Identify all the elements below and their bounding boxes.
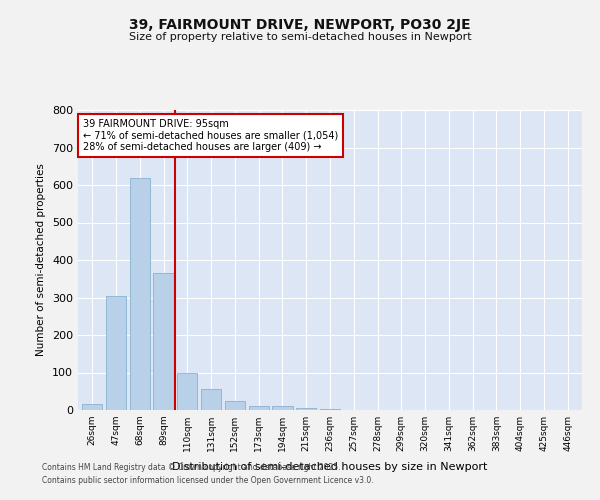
- Bar: [106, 296, 126, 410]
- Bar: [177, 372, 197, 410]
- Bar: [296, 408, 316, 410]
- Text: Size of property relative to semi-detached houses in Newport: Size of property relative to semi-detach…: [128, 32, 472, 42]
- Y-axis label: Number of semi-detached properties: Number of semi-detached properties: [37, 164, 46, 356]
- Bar: [272, 406, 293, 410]
- Bar: [225, 400, 245, 410]
- Bar: [320, 409, 340, 410]
- Text: 39 FAIRMOUNT DRIVE: 95sqm
← 71% of semi-detached houses are smaller (1,054)
28% : 39 FAIRMOUNT DRIVE: 95sqm ← 71% of semi-…: [83, 119, 338, 152]
- Bar: [130, 178, 150, 410]
- Bar: [82, 404, 103, 410]
- X-axis label: Distribution of semi-detached houses by size in Newport: Distribution of semi-detached houses by …: [172, 462, 488, 472]
- Bar: [201, 390, 221, 410]
- Bar: [248, 406, 269, 410]
- Text: Contains public sector information licensed under the Open Government Licence v3: Contains public sector information licen…: [42, 476, 374, 485]
- Text: Contains HM Land Registry data © Crown copyright and database right 2025.: Contains HM Land Registry data © Crown c…: [42, 464, 341, 472]
- Bar: [154, 273, 173, 410]
- Text: 39, FAIRMOUNT DRIVE, NEWPORT, PO30 2JE: 39, FAIRMOUNT DRIVE, NEWPORT, PO30 2JE: [129, 18, 471, 32]
